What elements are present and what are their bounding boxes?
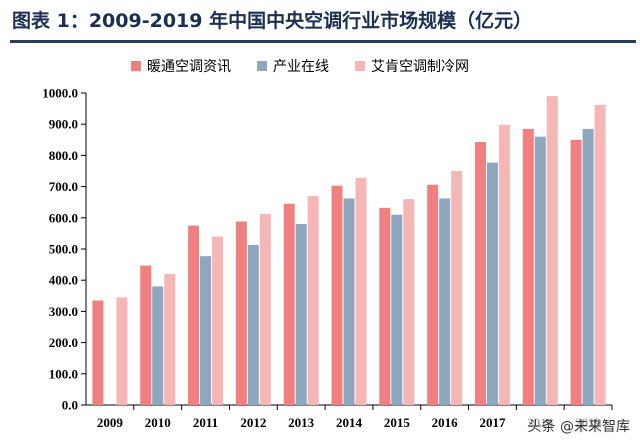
bar bbox=[403, 199, 415, 405]
bar bbox=[474, 141, 486, 405]
legend-label: 艾肯空调制冷网 bbox=[371, 59, 469, 75]
bar bbox=[391, 214, 403, 405]
bar bbox=[570, 139, 582, 406]
bar bbox=[594, 104, 606, 405]
y-tick-label: 700.0 bbox=[49, 179, 78, 194]
bar bbox=[582, 128, 594, 405]
bar bbox=[379, 207, 391, 405]
y-tick-label: 300.0 bbox=[49, 304, 78, 319]
y-tick-label: 400.0 bbox=[49, 273, 78, 288]
bar bbox=[331, 185, 343, 405]
y-tick-label: 200.0 bbox=[49, 335, 78, 350]
x-tick-label: 2016 bbox=[432, 415, 459, 430]
legend-swatch bbox=[257, 61, 267, 71]
x-tick-label: 2010 bbox=[145, 415, 171, 430]
legend-swatch bbox=[131, 61, 141, 71]
bar bbox=[439, 198, 451, 405]
bar bbox=[498, 124, 510, 405]
title-divider bbox=[10, 40, 636, 43]
watermark: 头条 @未来智库 bbox=[523, 416, 634, 436]
x-tick-label: 2011 bbox=[193, 415, 218, 430]
bar bbox=[259, 214, 271, 405]
legend-label: 产业在线 bbox=[273, 59, 329, 75]
x-tick-label: 2009 bbox=[97, 415, 124, 430]
x-tick-label: 2012 bbox=[240, 415, 266, 430]
bar bbox=[152, 286, 164, 405]
y-tick-label: 600.0 bbox=[49, 210, 78, 225]
bar bbox=[546, 96, 558, 406]
bar bbox=[116, 297, 128, 405]
bar bbox=[427, 184, 439, 405]
bar bbox=[295, 224, 307, 405]
bar bbox=[188, 225, 200, 405]
y-tick-label: 900.0 bbox=[49, 117, 78, 132]
bar bbox=[164, 273, 176, 405]
bar bbox=[355, 177, 367, 405]
legend-swatch bbox=[355, 61, 365, 71]
y-tick-label: 1000.0 bbox=[42, 86, 78, 101]
bar bbox=[283, 203, 295, 405]
x-tick-label: 2015 bbox=[384, 415, 411, 430]
bar bbox=[534, 136, 546, 405]
chart-title: 图表 1：2009-2019 年中国中央空调行业市场规模（亿元） bbox=[12, 10, 533, 32]
bar bbox=[343, 198, 355, 405]
bar bbox=[247, 244, 259, 405]
bar bbox=[307, 195, 319, 405]
x-tick-label: 2014 bbox=[336, 415, 363, 430]
y-tick-label: 100.0 bbox=[49, 366, 78, 381]
y-tick-label: 0.0 bbox=[62, 398, 78, 413]
bar bbox=[235, 221, 247, 405]
bar bbox=[92, 300, 104, 405]
bar bbox=[486, 162, 498, 405]
y-tick-label: 800.0 bbox=[49, 148, 78, 163]
bar bbox=[212, 236, 224, 405]
x-tick-label: 2017 bbox=[479, 415, 506, 430]
x-tick-label: 2013 bbox=[288, 415, 315, 430]
legend-label: 暖通空调资讯 bbox=[147, 59, 231, 75]
bar bbox=[522, 128, 534, 405]
bar bbox=[451, 171, 463, 405]
bar bbox=[200, 256, 212, 405]
bar bbox=[140, 265, 152, 405]
y-tick-label: 500.0 bbox=[49, 242, 78, 257]
